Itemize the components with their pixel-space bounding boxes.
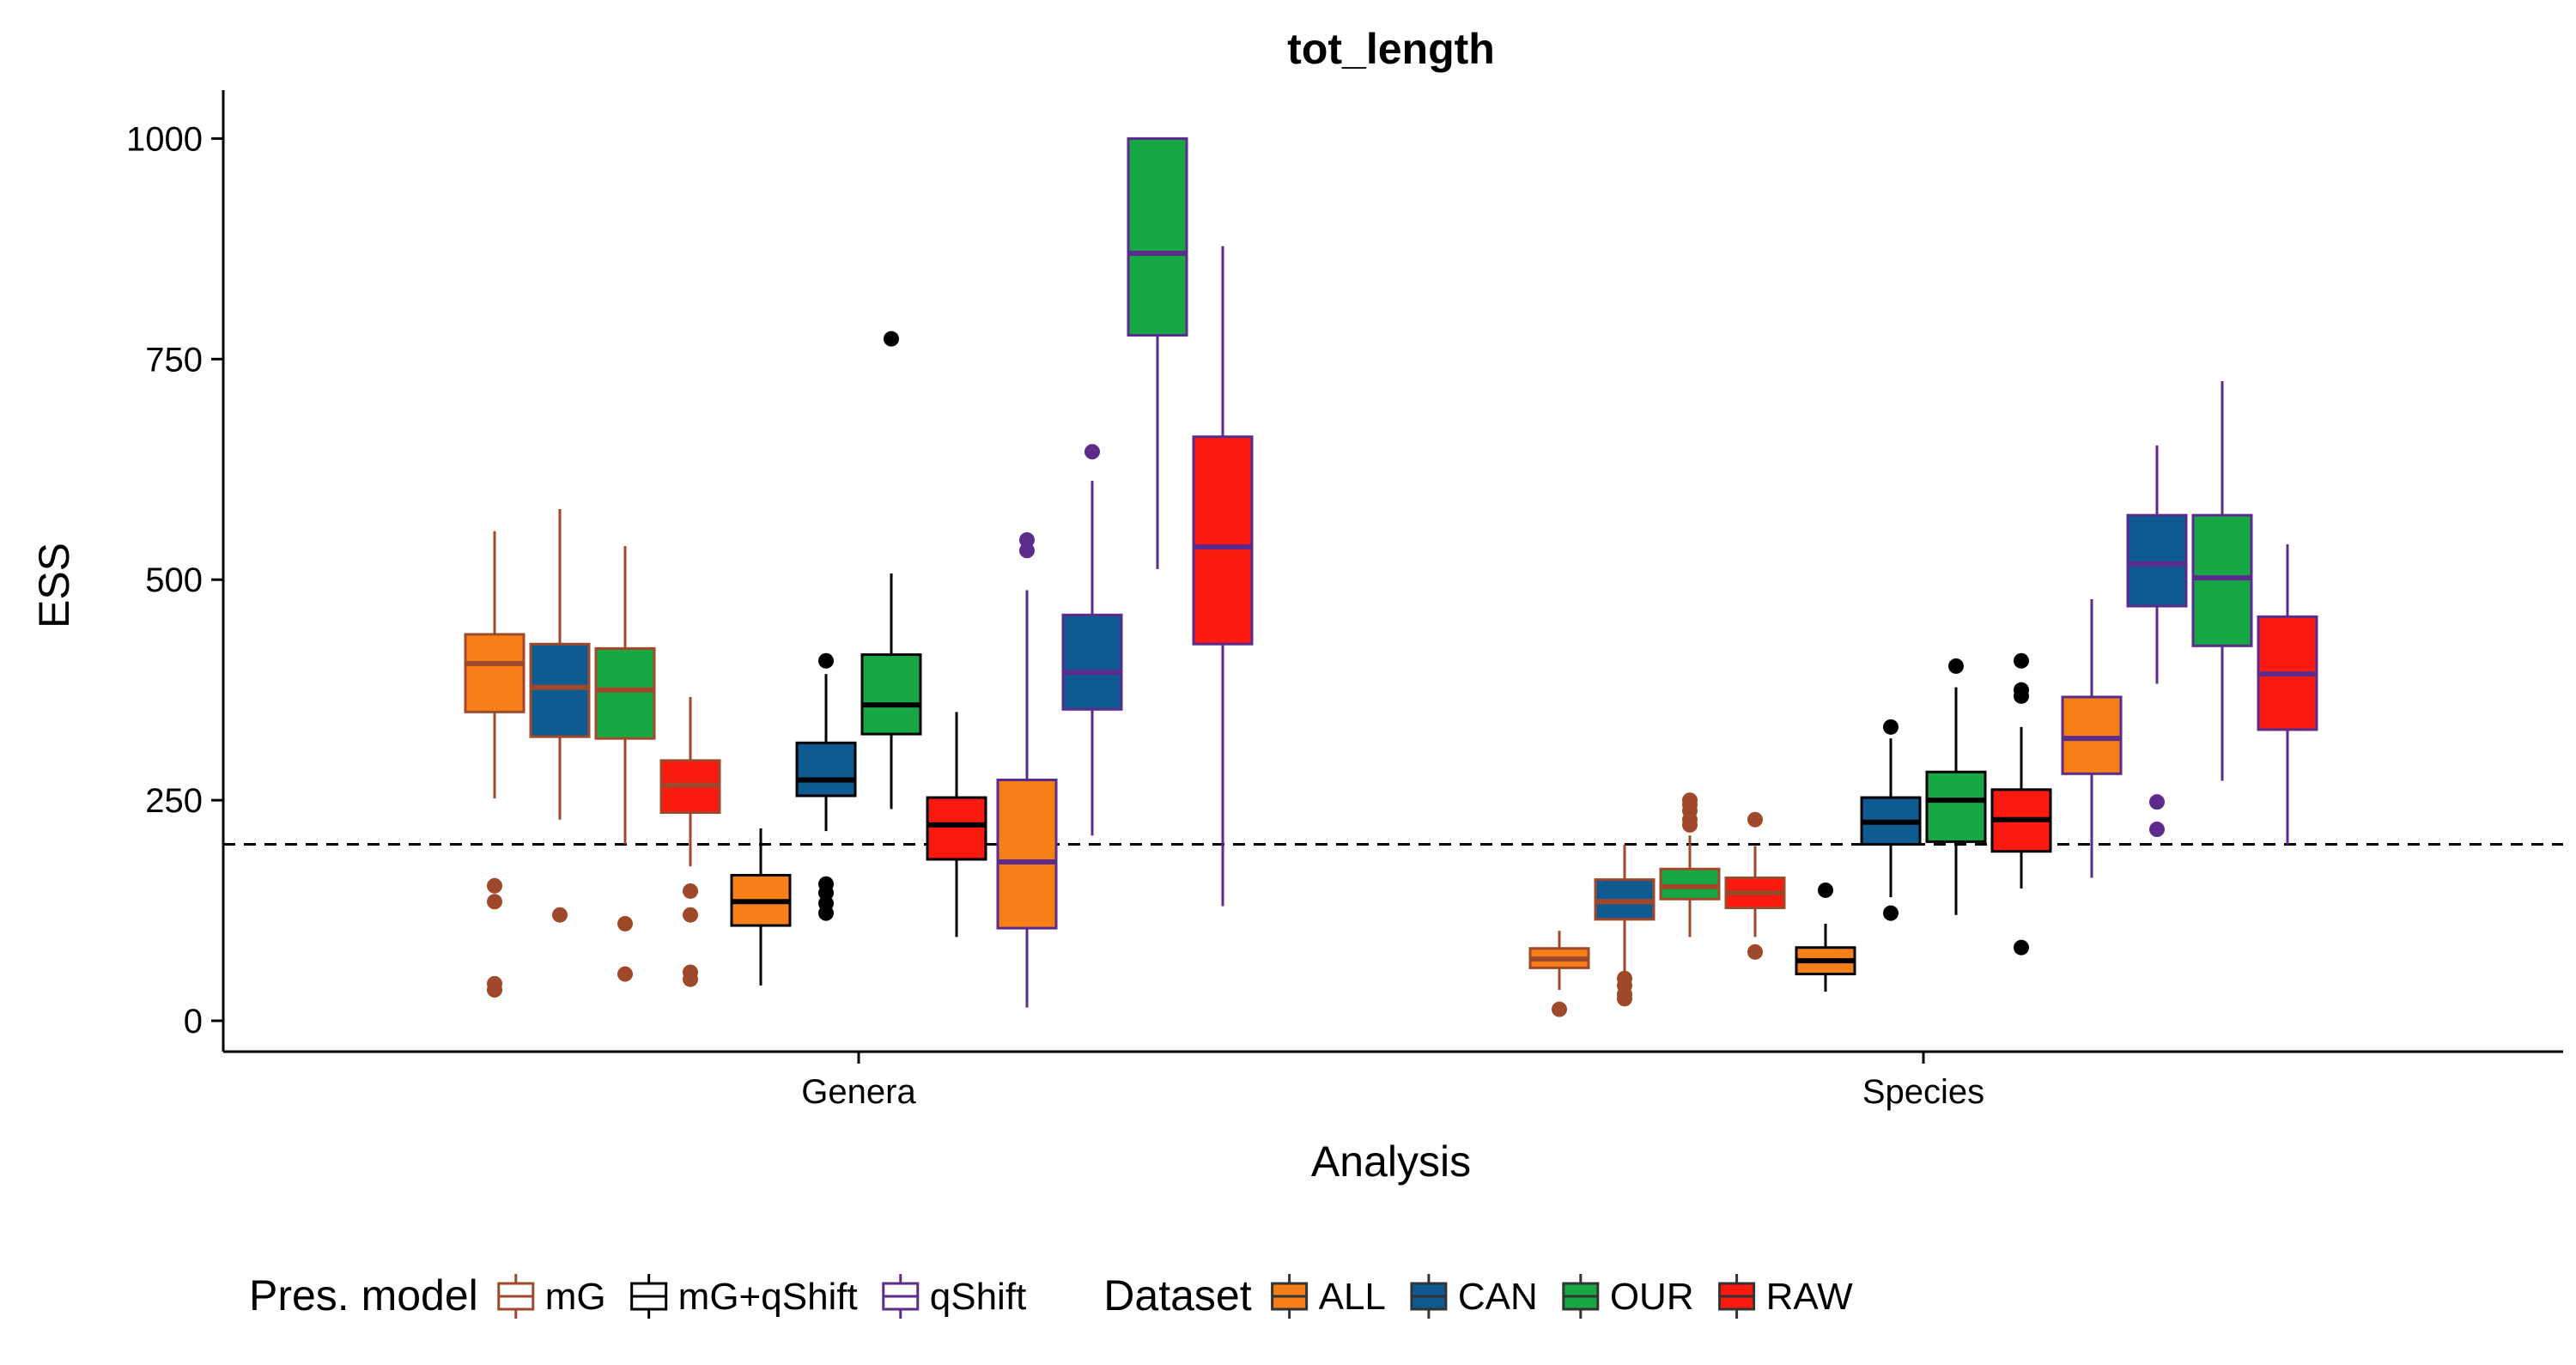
box-iqr [2191,513,2253,647]
outlier-point [487,894,502,910]
outlier-point [1552,1001,1567,1017]
outlier-point [1019,531,1035,548]
axes: 0 250 500 750 1000 Genera Species [126,90,2563,1111]
box-iqr [529,642,591,738]
legend-label: CAN [1458,1276,1538,1318]
outlier-point [1084,444,1100,460]
box-iqr [1659,867,1721,901]
box-genera-qshift-raw [1192,246,1254,907]
box-species-mg-qshift-our [1925,658,1987,915]
outlier-point [1747,811,1763,828]
legend-entry-our: OUR [1562,1274,1694,1319]
box-genera-mg-raw [659,696,721,987]
box-genera-qshift-can [1061,444,1123,836]
box-genera-mg-qshift-raw [926,712,987,937]
box-species-qshift-our [2191,380,2253,781]
outlier-point [818,905,834,921]
outlier-point [617,966,633,982]
outlier-point [617,915,633,931]
box-iqr [594,646,656,740]
legend-entry-mg-qshift: mG+qShift [630,1274,858,1319]
x-axis-title: Analysis [1311,1138,1471,1186]
y-tick-label: 500 [145,561,203,599]
box-species-qshift-all [2061,598,2123,878]
outlier-point [1747,943,1763,960]
legend-entry-mg: mG [497,1274,606,1319]
box-genera-mg-qshift-our [860,331,922,810]
legend-label: mG+qShift [678,1276,858,1318]
legend-label: RAW [1766,1276,1853,1318]
box-genera-mg-qshift-can [795,652,857,921]
box-iqr [1061,613,1123,711]
outlier-point [487,877,502,894]
box-species-mg-raw [1724,811,1786,960]
legend-title: Dataset [1103,1271,1251,1320]
box-iqr [996,778,1058,930]
outlier-point [884,331,899,347]
box-species-qshift-raw [2257,544,2318,845]
outlier-point [683,971,698,987]
plot-area [223,136,2563,1017]
box-species-mg-qshift-all [1795,882,1856,992]
box-genera-mg-qshift-all [730,828,792,986]
box-species-mg-can [1594,844,1656,1007]
box-genera-mg-all [464,531,526,998]
x-tick-label: Species [1862,1073,1984,1111]
box-genera-mg-our [594,546,656,982]
outlier-point [818,652,834,669]
legend-label: mG [545,1276,606,1318]
legend-label: ALL [1319,1276,1386,1318]
box-iqr [860,653,922,736]
outlier-point [1682,816,1698,833]
x-tick-label: Genera [801,1073,916,1111]
outlier-point [683,907,698,923]
y-tick-label: 750 [145,341,203,379]
box-species-mg-qshift-can [1860,719,1922,921]
outlier-point [1019,543,1035,559]
y-axis-title: ESS [30,543,78,628]
box-species-qshift-can [2126,446,2188,838]
legend-label: OUR [1610,1276,1694,1318]
legend-title: Pres. model [249,1271,478,1320]
legend-entry-qshift: qShift [882,1274,1027,1319]
y-tick-label: 1000 [126,120,203,158]
box-species-mg-all [1528,931,1590,1017]
box-iqr [926,796,987,861]
outlier-point [1883,905,1899,921]
outlier-point [1818,882,1833,898]
outlier-point [1883,719,1899,735]
legend-label: qShift [930,1276,1027,1318]
box-iqr [1127,136,1188,337]
y-tick-label: 0 [184,1003,203,1040]
chart-title: tot_length [1287,25,1495,73]
outlier-point [1617,991,1632,1007]
box-genera-mg-can [529,508,591,923]
box-iqr [795,741,857,798]
outlier-point [552,907,568,923]
legend-entry-can: CAN [1410,1274,1538,1319]
box-iqr [464,633,526,713]
y-tick-label: 250 [145,782,203,820]
legend-entry-all: ALL [1271,1274,1386,1319]
box-iqr [1925,770,1987,843]
outlier-point [818,885,834,901]
box-iqr [2061,695,2123,775]
outlier-point [2149,794,2165,810]
box-iqr [2126,513,2188,608]
box-genera-qshift-all [996,531,1058,1008]
outlier-point [2014,688,2029,704]
outlier-point [2014,652,2029,669]
legend-entry-raw: RAW [1718,1274,1853,1319]
box-species-mg-qshift-raw [1990,652,2052,956]
box-genera-qshift-our [1127,136,1188,569]
outlier-point [2014,939,2029,956]
legend: Pres. model mG mG+qShift qShift Dataset ALL CA… [249,1271,1853,1320]
outlier-point [2149,822,2165,838]
box-species-mg-our [1659,792,1721,937]
outlier-point [683,883,698,899]
outlier-point [1948,658,1964,674]
box-iqr [1192,435,1254,646]
outlier-point [487,982,502,998]
